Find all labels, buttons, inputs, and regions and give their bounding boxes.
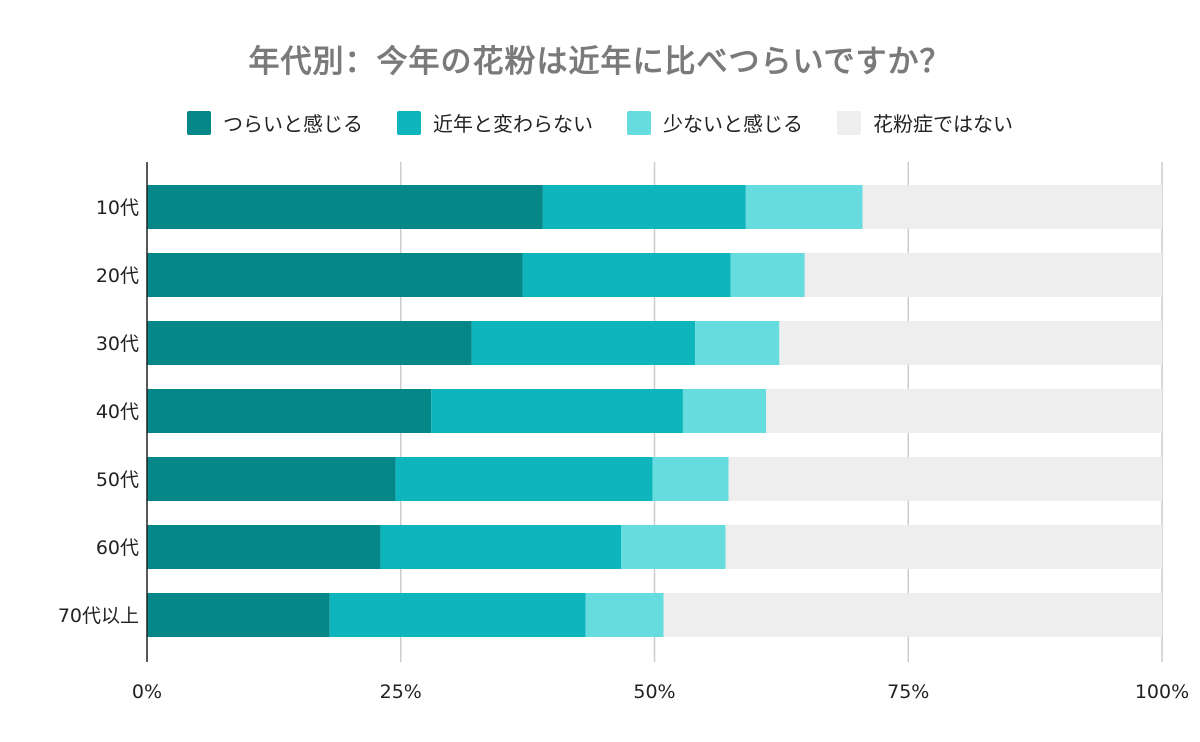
- x-tick-label: 0%: [132, 681, 162, 703]
- legend-label: 少ないと感じる: [663, 112, 803, 136]
- y-tick-label: 40代: [96, 401, 139, 423]
- bar-segment: [395, 457, 653, 501]
- legend-item: 近年と変わらない: [397, 108, 593, 137]
- legend-item: つらいと感じる: [187, 108, 363, 137]
- bar-segment: [728, 457, 1162, 501]
- x-tick-label: 25%: [380, 681, 422, 703]
- bar-segment: [147, 593, 330, 637]
- bar-segment: [804, 253, 1162, 297]
- bar-segment: [766, 389, 1162, 433]
- x-tick-label: 75%: [887, 681, 929, 703]
- bar-segment: [725, 525, 1162, 569]
- legend-item: 少ないと感じる: [627, 108, 803, 137]
- bar-segment: [522, 253, 731, 297]
- bar-segment: [779, 321, 1162, 365]
- legend: つらいと感じる 近年と変わらない 少ないと感じる 花粉症ではない: [0, 108, 1200, 137]
- legend-swatch: [627, 110, 651, 135]
- y-tick-label: 30代: [96, 333, 139, 355]
- y-tick-label: 10代: [96, 197, 139, 219]
- bar-segment: [380, 525, 622, 569]
- chart-title: 年代別：今年の花粉は近年に比べつらいですか？: [248, 44, 952, 80]
- bar-segment: [147, 389, 432, 433]
- legend-label: 花粉症ではない: [873, 112, 1013, 136]
- bar-segment: [652, 457, 729, 501]
- legend-swatch: [187, 110, 211, 135]
- y-tick-label: 60代: [96, 537, 139, 559]
- bar-segment: [862, 185, 1162, 229]
- bar-segment: [682, 389, 767, 433]
- bar-segment: [147, 321, 472, 365]
- bar-segment: [147, 185, 543, 229]
- bar-segment: [663, 593, 1162, 637]
- bar-segment: [147, 253, 523, 297]
- legend-swatch: [397, 110, 421, 135]
- bar-segment: [695, 321, 780, 365]
- bar-segment: [471, 321, 696, 365]
- bar-segment: [431, 389, 683, 433]
- legend-label: つらいと感じる: [223, 112, 363, 136]
- y-tick-label: 50代: [96, 469, 139, 491]
- x-tick-label: 100%: [1135, 681, 1189, 703]
- x-tick-label: 50%: [633, 681, 675, 703]
- bar-segment: [621, 525, 726, 569]
- bar-segment: [329, 593, 586, 637]
- legend-label: 近年と変わらない: [433, 112, 593, 136]
- legend-item: 花粉症ではない: [837, 108, 1013, 137]
- y-tick-label: 70代以上: [58, 605, 139, 627]
- bar-segment: [147, 457, 396, 501]
- bar-segment: [585, 593, 664, 637]
- bar-segment: [730, 253, 805, 297]
- bar-segment: [147, 525, 381, 569]
- bar-segment: [542, 185, 746, 229]
- y-tick-label: 20代: [96, 265, 139, 287]
- legend-swatch: [837, 110, 861, 135]
- bar-segment: [745, 185, 863, 229]
